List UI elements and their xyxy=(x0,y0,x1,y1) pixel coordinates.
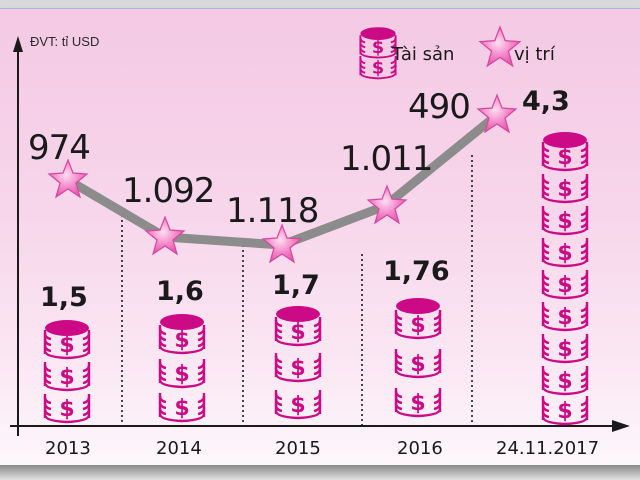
rank-label-2017: 490 xyxy=(408,87,471,127)
x-label-2017: 24.11.2017 xyxy=(496,438,600,459)
panel-shadow xyxy=(0,465,640,480)
legend-coin-icon xyxy=(359,27,397,80)
x-axis xyxy=(10,420,630,432)
asset-label-2015: 1,7 xyxy=(272,270,320,301)
bar-2016 xyxy=(394,298,442,418)
asset-label-2016: 1,76 xyxy=(383,256,450,287)
bar-2017 xyxy=(541,132,589,426)
asset-label-2013: 1,5 xyxy=(40,282,88,313)
bar-2014 xyxy=(158,314,206,423)
star-icon xyxy=(261,223,303,264)
star-icon xyxy=(144,215,186,256)
legend-star-icon xyxy=(478,25,522,68)
x-label-2016: 2016 xyxy=(397,438,443,459)
rank-label-2013: 974 xyxy=(28,128,91,168)
bar-2013 xyxy=(43,320,91,424)
rank-label-2016: 1.011 xyxy=(340,139,433,179)
star-icon xyxy=(366,184,408,225)
asset-label-2014: 1,6 xyxy=(156,276,204,307)
rank-label-2015: 1.118 xyxy=(226,191,319,231)
chart-panel xyxy=(0,8,640,466)
x-label-2013: 2013 xyxy=(45,438,91,459)
x-label-2015: 2015 xyxy=(275,438,321,459)
legend-assets-label: Tài sản xyxy=(392,44,455,65)
star-icon xyxy=(47,158,89,199)
star-icon xyxy=(476,93,518,134)
star-markers xyxy=(47,93,518,264)
y-axis xyxy=(13,36,23,436)
x-label-2014: 2014 xyxy=(156,438,202,459)
category-separators xyxy=(121,155,473,425)
bar-2015 xyxy=(274,306,322,420)
asset-label-2017: 4,3 xyxy=(522,86,570,117)
rank-label-2014: 1.092 xyxy=(122,171,215,211)
unit-label: ĐVT: tỉ USD xyxy=(30,34,100,49)
legend-rank-label: vị trí xyxy=(514,44,555,65)
